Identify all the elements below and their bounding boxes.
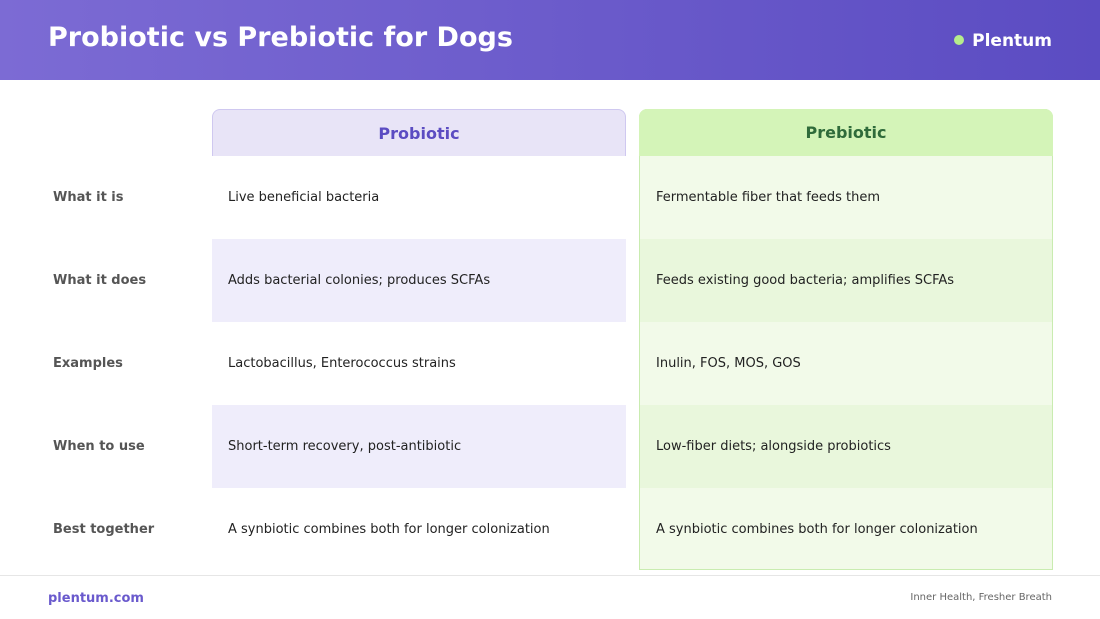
footer: plentum.com Inner Health, Fresher Breath [0, 575, 1100, 619]
table-row: When to use Short-term recovery, post-ant… [0, 405, 1100, 488]
row-label: Best together [53, 522, 155, 537]
table-row: Examples Lactobacillus, Enterococcus stra… [0, 322, 1100, 405]
cell-bg [212, 405, 626, 488]
cell: Inulin, FOS, MOS, GOS [656, 356, 801, 371]
site: plentum.com [48, 591, 144, 606]
cell-bg [212, 239, 626, 322]
brand: Plentum [954, 31, 1052, 51]
cell-bg [640, 239, 1052, 322]
row-label: What it does [53, 273, 147, 288]
cell: A synbiotic combines both for longer col… [228, 522, 550, 537]
table-row: Best together A synbiotic combines both f… [0, 488, 1100, 571]
cell-bg [640, 405, 1052, 488]
cell: A synbiotic combines both for longer col… [656, 522, 978, 537]
cell: Low-fiber diets; alongside probiotics [656, 439, 891, 454]
column-header: Probiotic [212, 109, 626, 156]
cell: Adds bacterial colonies; produces SCFAs [228, 273, 491, 288]
title: Probiotic vs Prebiotic for Dogs [48, 22, 513, 53]
cell: Short-term recovery, post-antibiotic [228, 439, 462, 454]
table-row: What it does Adds bacterial colonies; pro… [0, 239, 1100, 322]
header: Probiotic vs Prebiotic for Dogs Plentum [0, 0, 1100, 80]
row-label: When to use [53, 439, 145, 454]
table-row: What it is Live beneficial bacteria Fermen… [0, 156, 1100, 239]
row-label: Examples [53, 356, 123, 371]
row-label: What it is [53, 190, 124, 205]
cell: Lactobacillus, Enterococcus strains [228, 356, 456, 371]
cell: Live beneficial bacteria [228, 190, 380, 205]
column-header: Prebiotic [639, 109, 1053, 156]
cell: Feeds existing good bacteria; amplifies … [656, 273, 955, 288]
prebiotic-column [639, 109, 1053, 570]
tagline: Inner Health, Fresher Breath [910, 592, 1052, 603]
cell: Fermentable fiber that feeds them [656, 190, 881, 205]
